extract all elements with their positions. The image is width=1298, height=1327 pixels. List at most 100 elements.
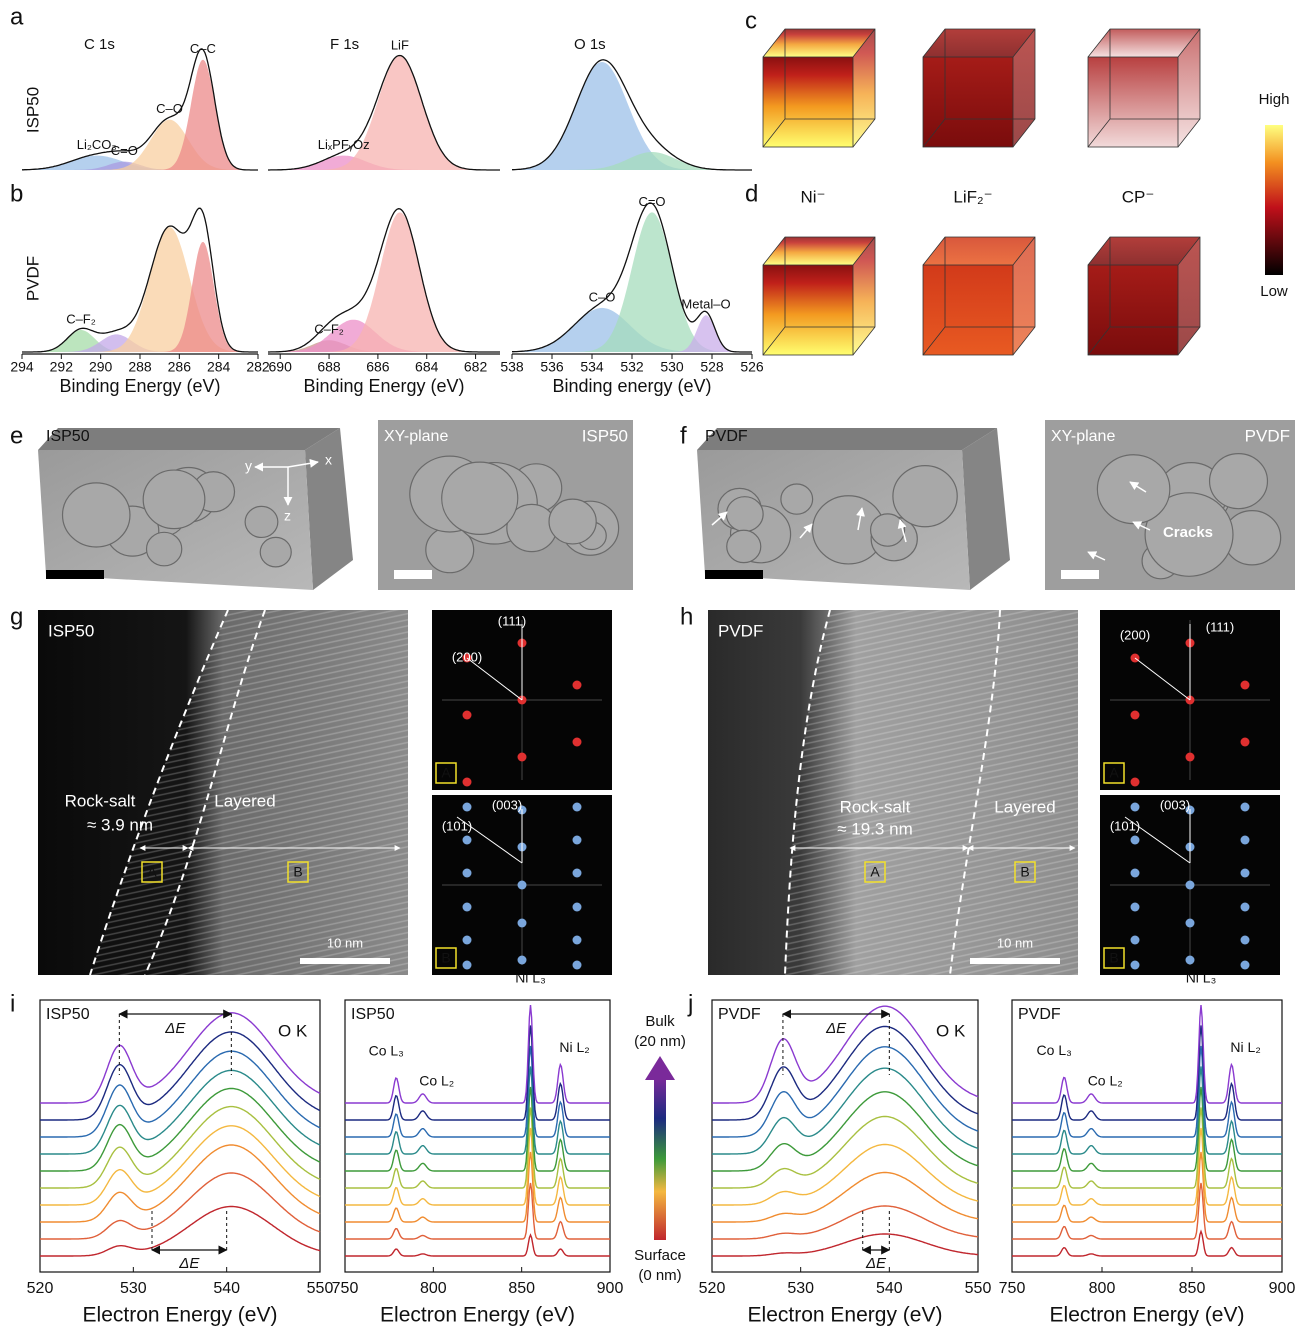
cube-outline <box>1087 264 1179 356</box>
scale-bar <box>46 570 104 579</box>
chart-title: O 1s <box>574 36 606 53</box>
fft-spot <box>1185 752 1195 762</box>
cube-top <box>923 237 1035 265</box>
sample-label: ISP50 <box>582 426 628 445</box>
fft-spot <box>1130 902 1140 912</box>
region-box <box>141 861 163 883</box>
fft-spot <box>1130 710 1140 720</box>
depth-label: (20 nm) <box>634 1033 686 1050</box>
x-axis-label: Binding Energy (eV) <box>303 376 464 396</box>
spectrum <box>345 1066 610 1155</box>
eels-panel <box>39 999 321 1273</box>
miller-index: (003) <box>492 797 522 812</box>
x-axis-label: Binding energy (eV) <box>552 376 711 396</box>
x-tick-label: 850 <box>508 1280 535 1297</box>
spectrum <box>345 1004 610 1104</box>
region-label: Rock-salt <box>840 797 911 816</box>
ion-label: LiF₂⁻ <box>953 187 992 206</box>
fft-spot <box>462 935 472 945</box>
particle <box>725 496 764 533</box>
x-tick-label: 290 <box>89 359 113 375</box>
cube-outline <box>1087 56 1179 148</box>
phase-boundary <box>89 609 229 976</box>
cube-side <box>853 237 875 355</box>
tomography-volume <box>38 420 633 590</box>
cube-front <box>763 57 853 147</box>
fft-spot <box>1240 802 1250 812</box>
particle <box>726 529 762 564</box>
eels-panel <box>1011 999 1283 1273</box>
sample-label: ISP50 <box>46 428 90 445</box>
edge-label: O K <box>936 1021 966 1040</box>
scale-bar <box>705 570 763 579</box>
x-tick-label: 520 <box>27 1280 54 1297</box>
x-tick-label: 520 <box>699 1280 726 1297</box>
cube-outline <box>922 264 1014 356</box>
region-tag: B <box>1020 864 1029 880</box>
crack-arrow <box>799 523 813 539</box>
x-tick-label: 530 <box>660 359 684 375</box>
depth-label: (0 nm) <box>638 1267 681 1284</box>
chart-title: ISP50 <box>46 1006 90 1023</box>
region-box <box>1103 947 1125 969</box>
y-axis-label: PVDF <box>23 256 42 301</box>
crack-arrow <box>1087 551 1106 561</box>
spectrum <box>345 1182 610 1240</box>
fft-spot <box>572 868 582 878</box>
fit-envelope <box>512 59 752 171</box>
spectrum <box>1012 1066 1282 1155</box>
x-tick-label: 900 <box>1269 1280 1296 1297</box>
crack-arrow <box>856 507 865 531</box>
x-tick-label: 800 <box>1089 1280 1116 1297</box>
spectrum <box>712 1091 979 1172</box>
thickness-label: ≈ 19.3 nm <box>837 819 912 838</box>
cube-edges <box>762 28 876 148</box>
axis-arrow <box>287 458 319 468</box>
fft-spot <box>1130 802 1140 812</box>
crack-arrow <box>1132 521 1151 531</box>
chart-title: ISP50 <box>351 1006 395 1023</box>
phase-boundary <box>949 609 1001 976</box>
fft-spot <box>517 918 527 928</box>
miller-index: (003) <box>1160 797 1190 812</box>
x-axis-label: Electron Energy (eV) <box>748 1304 943 1327</box>
x-tick-label: 550 <box>307 1280 334 1297</box>
x-tick-label: 282 <box>246 359 270 375</box>
x-tick-label: 526 <box>740 359 764 375</box>
edge-label: O K <box>278 1021 308 1040</box>
peak-label: Co L₂ <box>1088 1073 1123 1089</box>
ion-label: Ni⁻ <box>800 187 825 206</box>
cube-side <box>1178 237 1200 355</box>
region-box <box>287 861 309 883</box>
miller-index: (101) <box>1110 818 1140 833</box>
peak-label: Li₂CO₃ <box>77 137 117 152</box>
axis-letter: x <box>325 452 332 468</box>
axis-letter: y <box>245 458 252 474</box>
x-tick-label: 538 <box>500 359 524 375</box>
fit-component <box>268 319 500 352</box>
fft-spot <box>572 835 582 845</box>
spectrum <box>1012 1107 1282 1189</box>
plane-label: XY-plane <box>1051 428 1115 445</box>
x-tick-label: 750 <box>332 1280 359 1297</box>
volume-side <box>305 428 353 590</box>
colorbar-label: High <box>1259 91 1290 108</box>
xps-panel <box>268 208 500 359</box>
fft-spot <box>462 802 472 812</box>
cube-front <box>923 57 1013 147</box>
depth-arrowhead <box>645 1056 675 1080</box>
sample-label: PVDF <box>718 621 763 640</box>
particle <box>869 513 906 547</box>
fft-spot <box>1240 680 1250 690</box>
fit-envelope <box>22 48 258 171</box>
ion-label: CP⁻ <box>1122 187 1155 206</box>
x-tick-label: 534 <box>580 359 604 375</box>
tof-sims-cube <box>922 236 1036 356</box>
depth-label: Bulk <box>645 1013 675 1030</box>
peak-label: Ni L₂ <box>559 1039 589 1055</box>
cube-front <box>923 265 1013 355</box>
cube-front <box>1088 265 1178 355</box>
x-tick-label: 686 <box>366 359 390 375</box>
peak-label: Co L₃ <box>1037 1042 1072 1058</box>
